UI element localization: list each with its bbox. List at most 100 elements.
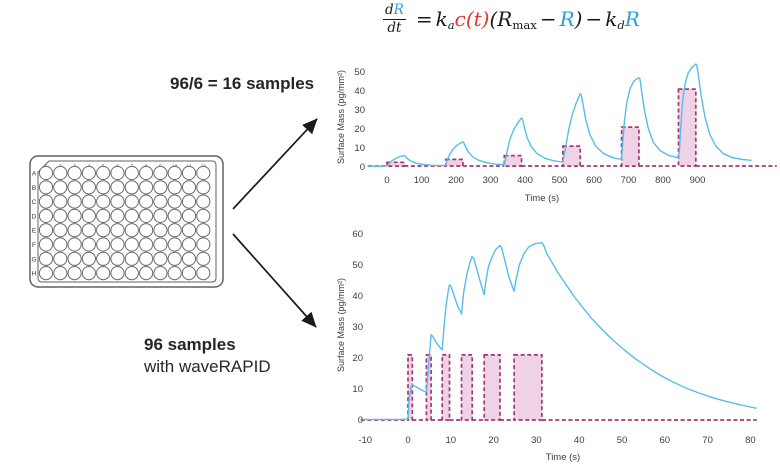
plate-well bbox=[124, 208, 139, 224]
plate-well bbox=[196, 208, 211, 224]
kinetics-chart-16-samples: 0 100 200 300 400 500 600 700 800 900 0 10 20 30 40 50 T… bbox=[336, 63, 777, 204]
plate-well bbox=[81, 251, 97, 266]
plate-well bbox=[139, 251, 154, 266]
injection-pulse-box bbox=[407, 354, 414, 421]
y-tick-label: 30 bbox=[354, 105, 365, 116]
equation-token: a bbox=[447, 17, 455, 32]
plate-well bbox=[96, 266, 111, 281]
injection-pulse-box bbox=[460, 354, 474, 421]
plate-well bbox=[167, 223, 182, 238]
plate-well bbox=[167, 165, 182, 181]
plate-well bbox=[67, 251, 82, 266]
plate-well bbox=[38, 223, 54, 238]
plate-well bbox=[38, 194, 54, 209]
plate-well bbox=[96, 251, 111, 266]
x-tick-label: 900 bbox=[690, 175, 706, 186]
plate-well bbox=[53, 266, 68, 281]
equation-token: − bbox=[585, 6, 603, 31]
x-tick-label: 40 bbox=[574, 435, 585, 446]
plate-well bbox=[153, 223, 168, 238]
equation-token: = bbox=[415, 6, 433, 31]
samples-16-label: 96/6 = 16 samples bbox=[170, 74, 315, 93]
plate-well bbox=[124, 180, 139, 195]
x-tick-label: 300 bbox=[483, 175, 499, 186]
plate-well bbox=[196, 237, 211, 252]
plate-well bbox=[124, 237, 139, 252]
plate-well bbox=[67, 165, 82, 181]
x-tick-label: 600 bbox=[586, 175, 602, 186]
y-tick-label: 0 bbox=[360, 162, 365, 173]
plate-well bbox=[67, 266, 82, 281]
plate-well bbox=[38, 237, 54, 252]
equation-token: k bbox=[435, 6, 448, 31]
plate-well bbox=[139, 180, 154, 195]
equation-token: − bbox=[539, 6, 557, 31]
equation-token: R bbox=[393, 2, 404, 18]
plate-well bbox=[167, 266, 182, 281]
injection-pulse-box bbox=[503, 154, 523, 167]
equation-token: d bbox=[385, 2, 394, 18]
x-tick-label: 0 bbox=[405, 435, 410, 446]
plate-row-label: D bbox=[32, 213, 37, 220]
plate-well bbox=[67, 208, 82, 224]
y-axis-label: Surface Mass (pg/mm²) bbox=[336, 70, 346, 164]
y-tick-label: 10 bbox=[354, 143, 365, 154]
x-tick-label: 20 bbox=[488, 435, 499, 446]
x-tick-label: 80 bbox=[745, 435, 756, 446]
injection-pulse-box bbox=[483, 354, 501, 421]
x-tick-label: -10 bbox=[358, 435, 372, 446]
plate-well bbox=[153, 180, 168, 195]
response-curve bbox=[360, 242, 757, 421]
plate-well bbox=[139, 165, 154, 181]
plate-well bbox=[96, 237, 111, 252]
plate-well bbox=[110, 237, 125, 252]
rate-equation: dR dt = kac(t)(Rmax − R) − kdR bbox=[383, 3, 640, 36]
plate-well bbox=[153, 165, 168, 181]
plate-well bbox=[196, 266, 211, 281]
y-tick-label: 50 bbox=[354, 67, 365, 78]
plate-well bbox=[181, 194, 197, 209]
y-tick-label: 30 bbox=[352, 322, 363, 333]
plate-well bbox=[124, 194, 139, 209]
plate-well bbox=[38, 208, 54, 224]
equation-denominator: dt bbox=[387, 20, 401, 36]
equation-token: c(t) bbox=[454, 6, 490, 31]
equation-token: ( bbox=[489, 6, 498, 31]
injection-pulse-box bbox=[386, 161, 406, 167]
y-tick-label: 10 bbox=[352, 384, 363, 395]
y-tick-label: 20 bbox=[354, 124, 365, 135]
plate-well bbox=[53, 194, 68, 209]
x-tick-label: 200 bbox=[448, 175, 464, 186]
equation-token: R bbox=[497, 6, 513, 31]
plate-row-label: E bbox=[32, 228, 37, 235]
plate-well bbox=[153, 208, 168, 224]
plate-row-label: H bbox=[32, 271, 37, 278]
equation-rhs: = kac(t)(Rmax − R) − kdR bbox=[413, 7, 640, 32]
injection-pulse-box bbox=[562, 145, 582, 167]
y-tick-label: 50 bbox=[352, 260, 363, 271]
plate-well bbox=[153, 266, 168, 281]
response-curve bbox=[367, 63, 752, 167]
plate-well bbox=[81, 194, 97, 209]
plate-well bbox=[196, 223, 211, 238]
plate-well bbox=[167, 208, 182, 224]
plate-well bbox=[38, 266, 54, 281]
plate-well bbox=[196, 180, 211, 195]
samples-96-label: 96 samples with waveRAPID bbox=[144, 334, 271, 378]
equation-numerator: dR bbox=[383, 3, 406, 20]
plate-well bbox=[81, 237, 97, 252]
equation-token: max bbox=[512, 17, 537, 32]
plate-well bbox=[81, 266, 97, 281]
kinetics-chart-waverapid: -10 0 10 20 30 40 50 60 70 80 0 10 20 30 40 50 60 Time (s… bbox=[336, 229, 757, 463]
plate-well bbox=[96, 165, 111, 181]
96-well-plate: 123456789101112ABCDEFGH bbox=[29, 155, 224, 288]
x-tick-label: 400 bbox=[517, 175, 533, 186]
plate-well bbox=[96, 194, 111, 209]
y-tick-label: 20 bbox=[352, 353, 363, 364]
plate-well bbox=[181, 237, 197, 252]
plate-row-label: F bbox=[32, 242, 36, 249]
plate-well bbox=[53, 165, 68, 181]
equation-token: R bbox=[559, 6, 575, 31]
plate-well bbox=[67, 223, 82, 238]
injection-pulse-box bbox=[513, 354, 543, 421]
